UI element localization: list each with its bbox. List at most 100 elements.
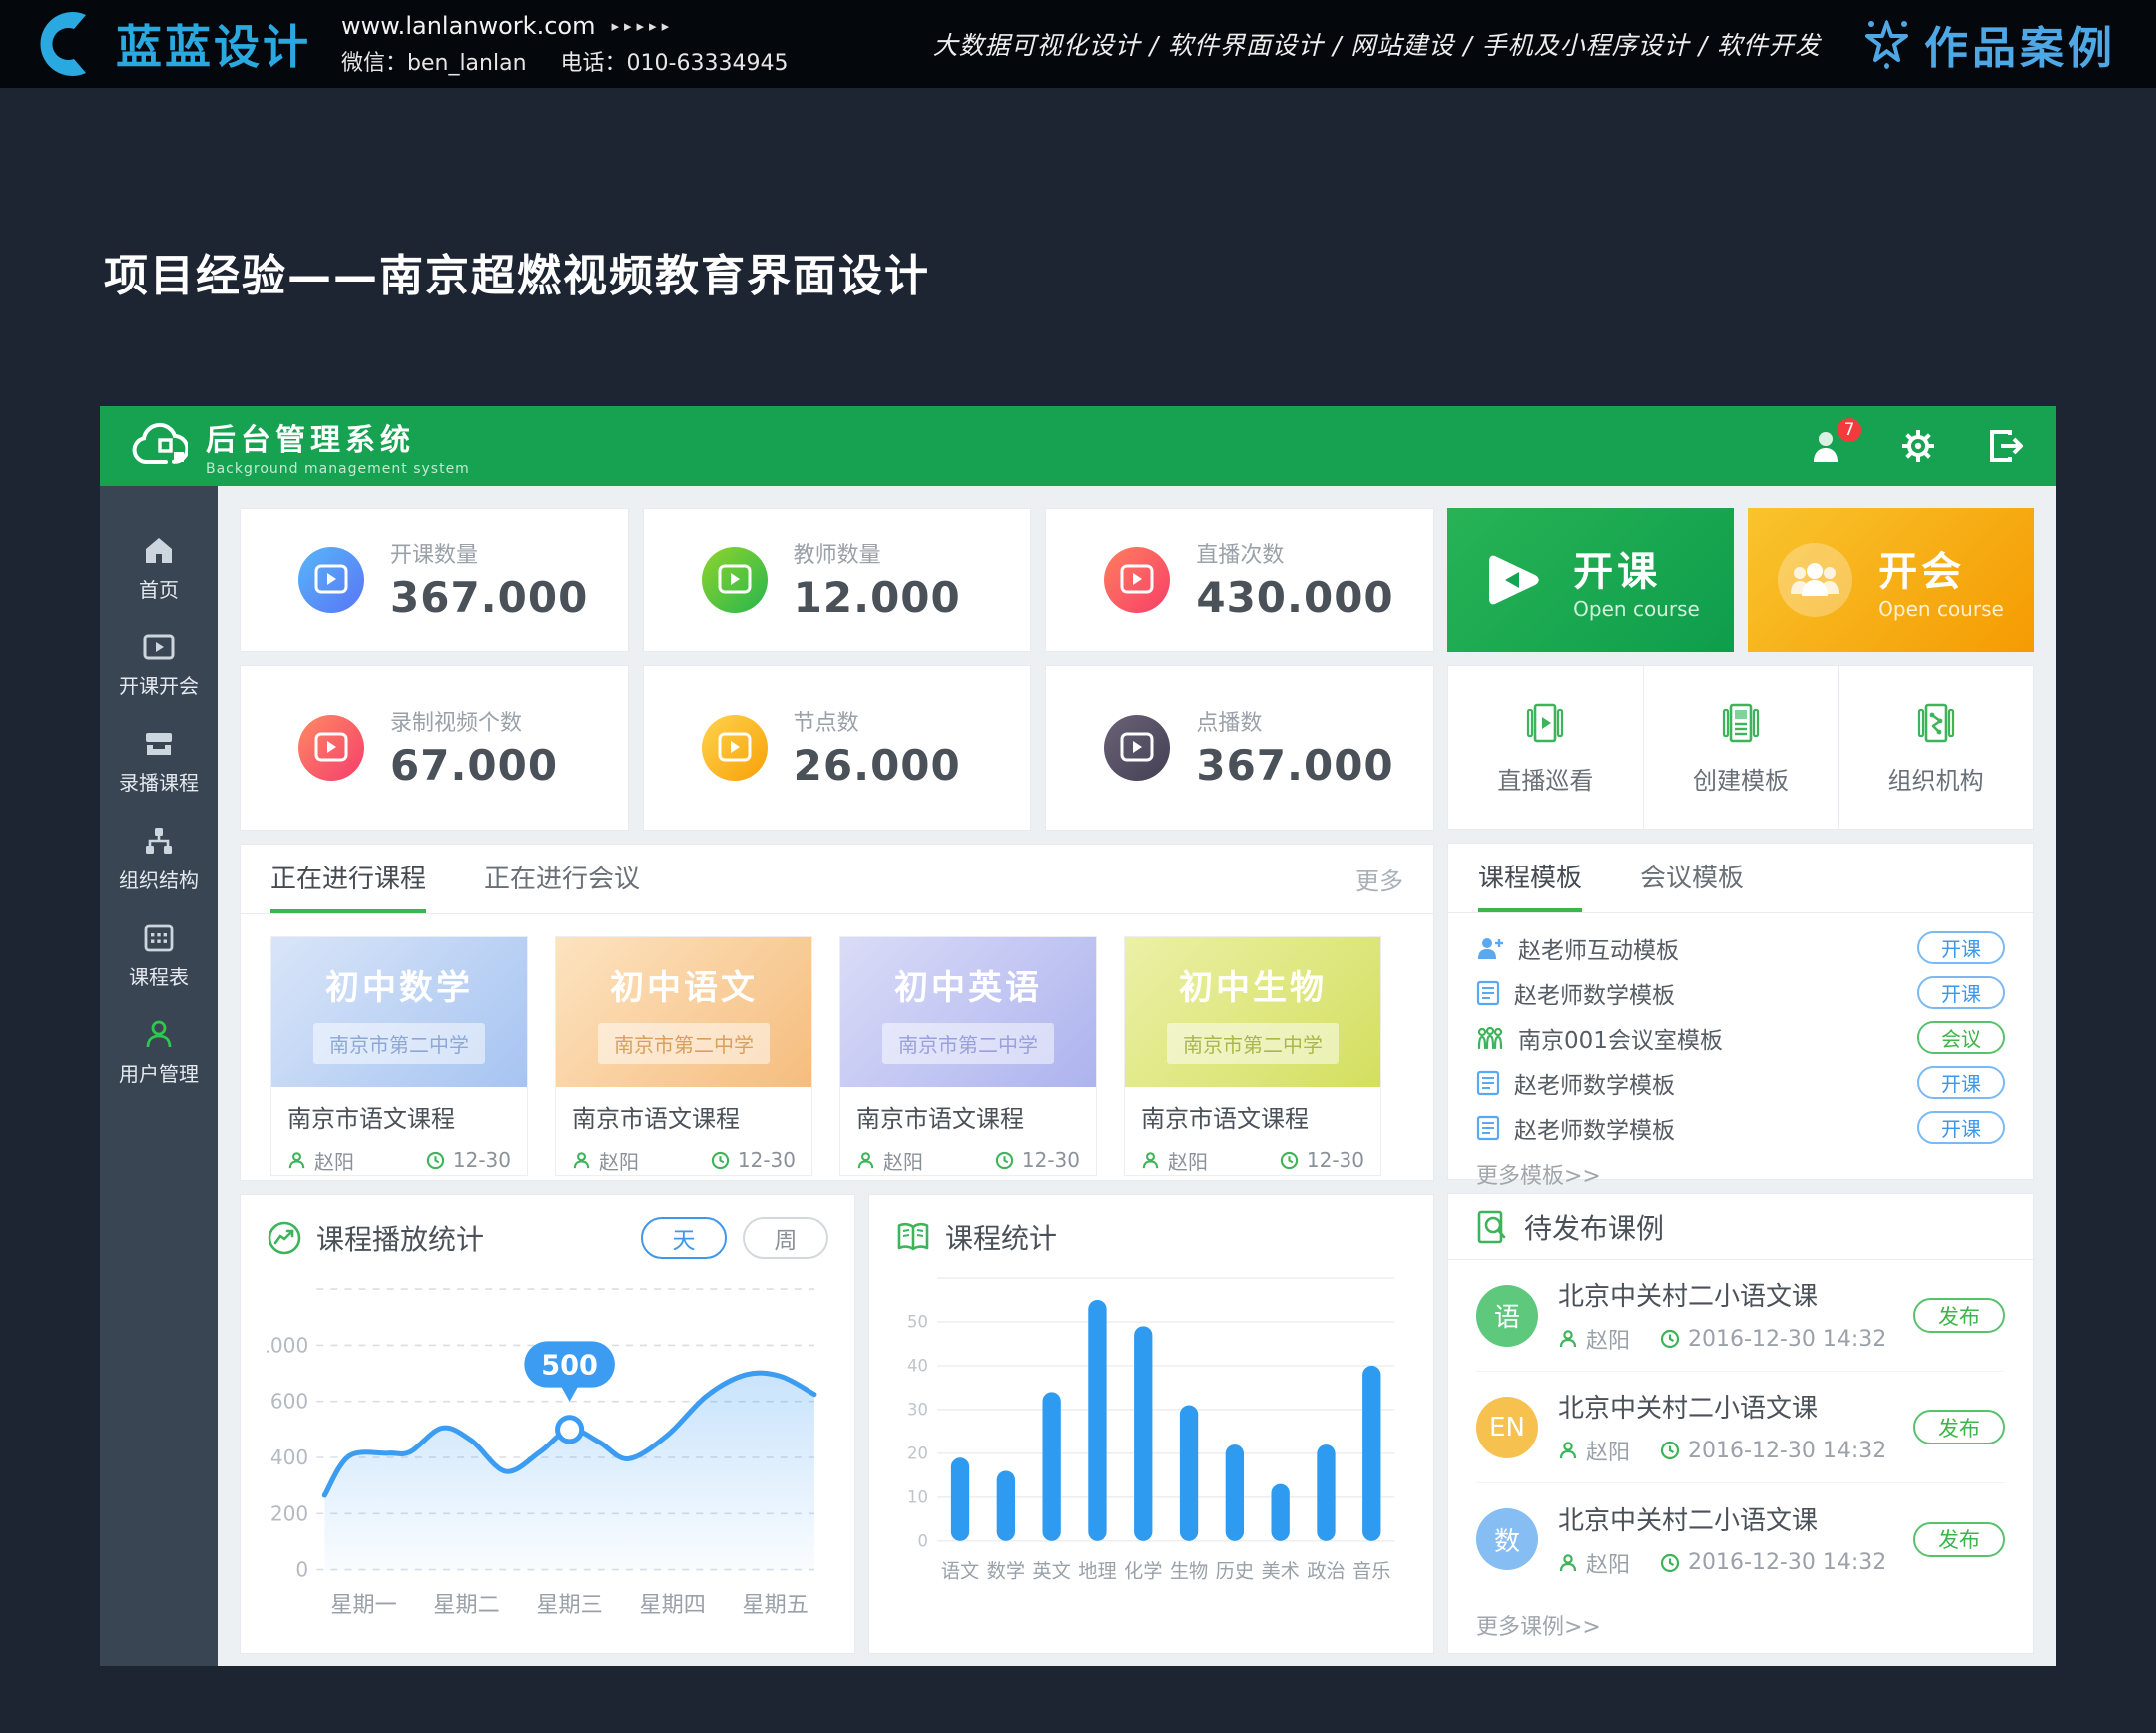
shortcut-live-patrol[interactable]: 直播巡看 [1448, 666, 1643, 829]
course-card-math[interactable]: 初中数学 南京市第二中学 南京市语文课程 赵阳 12-30 [270, 935, 528, 1176]
services-list: 大数据可视化设计 / 软件界面设计 / 网站建设 / 手机及小程序设计 / 软件… [932, 31, 1821, 60]
portfolio-link[interactable]: 作品案例 [1861, 12, 2116, 76]
cloud-logo-icon [132, 422, 188, 464]
school-badge: 南京市第二中学 [882, 1022, 1054, 1064]
sidebar-item-user-management[interactable]: 用户管理 [100, 1004, 218, 1101]
organization-icon [1917, 703, 1954, 743]
svg-text:历史: 历史 [1216, 1559, 1254, 1582]
sidebar-item-home[interactable]: 首页 [100, 520, 218, 617]
school-badge: 南京市第二中学 [313, 1022, 485, 1064]
panel-title: 待发布课例 [1524, 1211, 1665, 1245]
stat-card-teachers: 教师数量 12.000 [642, 508, 1032, 652]
portfolio-star-icon [1865, 20, 1908, 69]
person-icon [288, 1151, 305, 1168]
svg-text:400: 400 [270, 1445, 308, 1469]
sidebar-item-open-course[interactable]: 开课开会 [100, 617, 218, 714]
schedule-icon [144, 924, 174, 951]
toggle-week[interactable]: 周 [743, 1216, 828, 1259]
start-meeting-button[interactable]: 会议 [1917, 1021, 2005, 1054]
stat-card-nodes: 节点数 26.000 [642, 664, 1032, 831]
chart-title: 课程播放统计 [316, 1222, 485, 1256]
start-course-button[interactable]: 开课 [1917, 931, 2005, 964]
user-account-button[interactable]: 7 [1811, 416, 1863, 466]
pending-lessons-panel: 待发布课例 语 北京中关村二小语文课 赵阳 2016-12-30 14:32 [1447, 1193, 2034, 1654]
document-icon [1476, 1070, 1500, 1095]
app-title: 后台管理系统 [206, 423, 415, 458]
svg-text:音乐: 音乐 [1352, 1559, 1390, 1582]
more-templates-link[interactable]: 更多模板>> [1476, 1164, 1601, 1189]
course-card-chinese[interactable]: 初中语文 南京市第二中学 南京市语文课程 赵阳 12-30 [555, 935, 812, 1176]
arrows-decoration: ▸▸▸▸▸ [611, 16, 675, 35]
clock-icon [1280, 1151, 1299, 1169]
more-courses-link[interactable]: 更多 [1355, 866, 1403, 895]
course-play-line-chart: 0 200 400 600 1000 星期一 星期二 星期三 星期四 星期五 500 [267, 1269, 828, 1645]
settings-button[interactable] [1898, 426, 1938, 466]
svg-text:0: 0 [295, 1557, 308, 1581]
publish-button[interactable]: 发布 [1913, 1521, 2005, 1557]
svg-text:政治: 政治 [1307, 1559, 1345, 1582]
open-meeting-button[interactable]: 开会 Open course [1748, 508, 2034, 652]
course-cover: 初中英语 南京市第二中学 [840, 936, 1096, 1087]
play-circle-icon [1104, 714, 1171, 781]
stats-row-2: 录制视频个数 67.000 节点数 26.000 [240, 664, 1435, 831]
stat-card-live-sessions: 直播次数 430.000 [1045, 508, 1435, 652]
dashboard-screenshot: 后台管理系统 Background management system 7 [100, 406, 2056, 1666]
home-icon [146, 537, 172, 563]
quick-actions: 开课 Open course [1447, 508, 2034, 652]
svg-text:美术: 美术 [1261, 1559, 1299, 1582]
create-template-icon [1722, 703, 1760, 743]
tab-ongoing-courses[interactable]: 正在进行课程 [270, 845, 427, 913]
recorded-course-icon [146, 732, 172, 755]
logo-text: 蓝蓝设计 [116, 20, 311, 74]
sidebar-item-schedule[interactable]: 课程表 [100, 907, 218, 1004]
start-course-button[interactable]: 开课 [1917, 1066, 2005, 1099]
course-card-biology[interactable]: 初中生物 南京市第二中学 南京市语文课程 赵阳 12-30 [1124, 935, 1381, 1176]
toggle-day[interactable]: 天 [641, 1216, 727, 1259]
start-course-button[interactable]: 开课 [1917, 1111, 2005, 1144]
people-group-icon [1778, 542, 1853, 617]
play-circle-icon [701, 714, 768, 781]
course-card-english[interactable]: 初中英语 南京市第二中学 南京市语文课程 赵阳 12-30 [839, 935, 1097, 1176]
play-blob-icon [1489, 555, 1539, 605]
tab-meeting-templates[interactable]: 会议模板 [1640, 864, 1745, 893]
svg-text:200: 200 [270, 1501, 308, 1525]
tab-ongoing-meetings[interactable]: 正在进行会议 [484, 864, 641, 894]
person-icon [1142, 1151, 1159, 1168]
start-course-button[interactable]: 开课 [1917, 976, 2005, 1009]
course-cover: 初中数学 南京市第二中学 [271, 936, 527, 1087]
subject-avatar: 语 [1476, 1284, 1538, 1347]
shortcut-create-template[interactable]: 创建模板 [1642, 665, 1839, 829]
site-header: 蓝蓝设计 www.lanlanwork.com ▸▸▸▸▸ 微信：ben_lan… [0, 0, 2156, 88]
sidebar: 首页 开课开会 录播课程 [100, 486, 218, 1666]
meeting-room-icon [1477, 1026, 1503, 1049]
publish-button[interactable]: 发布 [1913, 1298, 2005, 1333]
contact-block: www.lanlanwork.com ▸▸▸▸▸ 微信：ben_lanlan 电… [341, 12, 788, 77]
sidebar-item-org-structure[interactable]: 组织结构 [100, 811, 218, 907]
website-link[interactable]: www.lanlanwork.com [341, 11, 596, 40]
open-course-button[interactable]: 开课 Open course [1447, 508, 1734, 652]
person-icon [573, 1151, 590, 1168]
notification-badge: 7 [1835, 416, 1863, 444]
tab-course-templates[interactable]: 课程模板 [1478, 844, 1583, 912]
svg-text:星期一: 星期一 [330, 1591, 396, 1617]
stat-card-open-courses: 开课数量 367.000 [240, 508, 629, 652]
sidebar-item-recorded-course[interactable]: 录播课程 [100, 714, 218, 811]
lanlan-logo[interactable]: 蓝蓝设计 [40, 11, 311, 77]
clock-icon [711, 1151, 730, 1169]
svg-text:星期五: 星期五 [743, 1591, 808, 1617]
main-content: 开课数量 367.000 教师数量 12.000 [218, 486, 2056, 1666]
logout-button[interactable] [1986, 426, 2026, 466]
template-row: 南京001会议室模板 会议 [1476, 1015, 2005, 1060]
more-lessons-link[interactable]: 更多课例>> [1476, 1615, 1601, 1640]
publish-button[interactable]: 发布 [1913, 1410, 2005, 1444]
pending-lesson-row: EN 北京中关村二小语文课 赵阳 2016-12-30 14:32 发布 [1476, 1372, 2005, 1483]
shortcut-organization[interactable]: 组织机构 [1838, 665, 2033, 829]
stats-row-1: 开课数量 367.000 教师数量 12.000 [240, 508, 1435, 652]
svg-text:化学: 化学 [1124, 1559, 1162, 1582]
play-circle-icon [1104, 546, 1171, 613]
logout-icon [1990, 430, 2023, 462]
school-badge: 南京市第二中学 [1167, 1022, 1339, 1064]
svg-text:星期四: 星期四 [639, 1591, 705, 1617]
play-circle-icon [298, 714, 364, 781]
template-row: 赵老师数学模板 开课 [1476, 970, 2005, 1015]
